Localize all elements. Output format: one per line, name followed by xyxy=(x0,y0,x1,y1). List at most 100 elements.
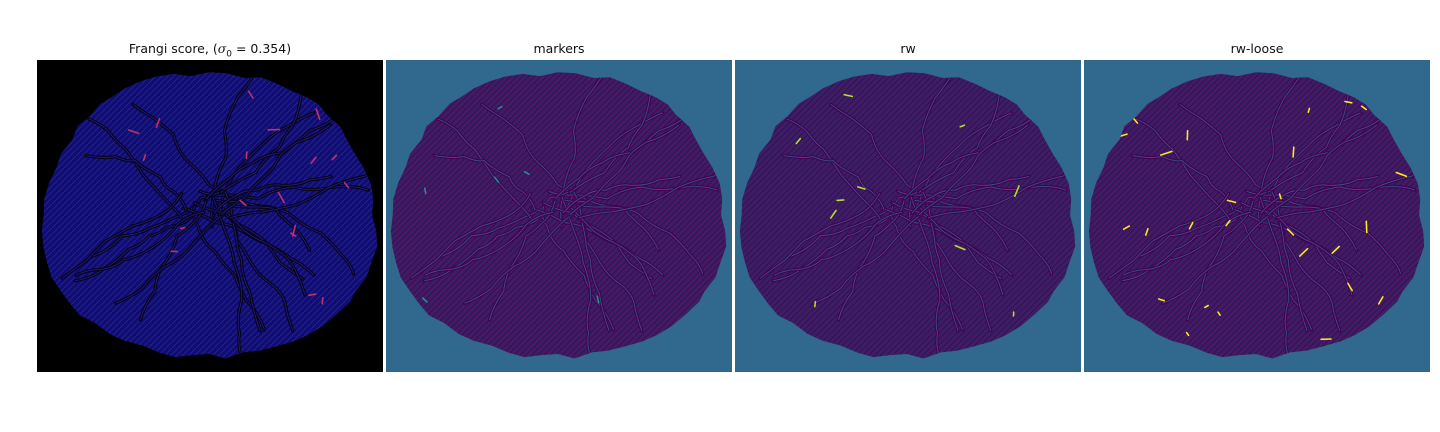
vessel-edge xyxy=(571,207,655,296)
highlight-segment xyxy=(959,124,966,128)
vessel-edge xyxy=(926,205,1053,275)
vessel-edge xyxy=(902,119,1031,201)
highlight-segment xyxy=(421,297,428,303)
vessel-edge xyxy=(228,205,355,275)
vessel-edge xyxy=(1251,119,1380,201)
highlight-segment xyxy=(843,93,854,98)
vessel-edge xyxy=(773,211,903,276)
highlight-segment xyxy=(1360,105,1368,111)
highlight-segment xyxy=(1013,185,1020,198)
highlight-segment xyxy=(857,186,866,190)
highlight-segment xyxy=(523,170,530,175)
vessel-edge xyxy=(553,119,682,201)
highlight-segment xyxy=(331,154,338,161)
rw-loose-image xyxy=(1084,60,1430,372)
highlight-segment xyxy=(596,295,600,304)
vessel-edge xyxy=(891,202,1002,280)
vessel-edge xyxy=(542,206,614,330)
vessel-edge xyxy=(813,213,923,304)
vessel-edge xyxy=(1108,193,1230,279)
vessel-edge xyxy=(1132,155,1234,211)
vessel-edge xyxy=(569,124,680,216)
vessel-edge xyxy=(577,205,704,275)
vessel-edge xyxy=(212,196,245,359)
vessel-network xyxy=(60,72,378,359)
vessel-edge xyxy=(542,202,653,280)
vessel-edge xyxy=(85,155,187,211)
highlight-segment xyxy=(1292,146,1295,158)
vessel-edge xyxy=(1275,205,1402,275)
vessel-edge xyxy=(897,186,1067,200)
vessel-edge xyxy=(132,103,238,200)
highlight-segment xyxy=(814,300,817,308)
highlight-segment xyxy=(1365,220,1368,234)
vessel-edge xyxy=(213,175,332,214)
vessel-edge xyxy=(789,190,922,258)
vessel-edge xyxy=(489,200,556,321)
vessel-edge xyxy=(1187,200,1254,321)
rw-canvas xyxy=(735,60,1081,372)
highlight-segment xyxy=(291,224,297,237)
vessel-edge xyxy=(115,213,225,304)
frangi-score-canvas xyxy=(37,60,383,372)
vessel-edge xyxy=(1240,202,1351,280)
vessel-edge xyxy=(193,202,304,280)
vessel-edge xyxy=(75,211,205,276)
highlight-segment xyxy=(1204,304,1209,309)
vessel-edge xyxy=(1269,207,1353,296)
highlight-segment xyxy=(239,199,247,207)
highlight-segment xyxy=(1185,331,1190,337)
vessel-edge xyxy=(222,207,306,296)
vessel-edge xyxy=(911,175,1030,214)
highlight-segment xyxy=(308,293,317,297)
vessel-edge xyxy=(193,206,265,330)
vessel-edge xyxy=(838,200,905,321)
panel-title-rw-loose: rw-loose xyxy=(1230,41,1284,56)
panel-title-frangi: Frangi score, (σ0 = 0.354) xyxy=(128,41,292,60)
markers-canvas xyxy=(386,60,732,372)
highlight-segment xyxy=(1377,296,1384,305)
vessel-edge xyxy=(561,196,594,359)
highlight-segment xyxy=(954,244,966,251)
highlight-segment xyxy=(1188,221,1194,230)
vessel-edge xyxy=(759,193,881,279)
vessel-network xyxy=(1107,72,1425,359)
highlight-segment xyxy=(1344,100,1353,104)
markers-image xyxy=(386,60,732,372)
vessel-edge xyxy=(410,193,532,279)
vessel-edge xyxy=(440,190,573,258)
vessel-edge xyxy=(199,186,369,200)
highlight-segment xyxy=(180,226,186,230)
vessel-network xyxy=(758,72,1076,359)
highlight-segment xyxy=(836,199,845,202)
highlight-segment xyxy=(423,187,427,195)
highlight-segment xyxy=(1217,311,1221,316)
vessel-edge xyxy=(1179,103,1285,200)
highlight-segment xyxy=(795,137,802,145)
highlight-segment xyxy=(315,108,321,121)
vessel-edge xyxy=(1240,206,1312,330)
highlight-segment xyxy=(277,191,286,204)
highlight-segment xyxy=(1122,225,1131,230)
highlight-segment xyxy=(1159,150,1173,156)
vessel-edge xyxy=(434,155,536,211)
highlight-segment xyxy=(1299,247,1309,257)
highlight-segment xyxy=(1225,219,1231,227)
vessel-edge xyxy=(783,155,885,211)
highlight-segment xyxy=(1347,282,1354,292)
frangi-score-image xyxy=(37,60,383,372)
vessel-edge xyxy=(140,200,207,321)
vessel-edge xyxy=(891,206,963,330)
vessel-edge xyxy=(220,124,331,216)
highlight-segment xyxy=(1307,107,1311,114)
highlight-segment xyxy=(343,182,350,189)
vessel-edge xyxy=(464,213,574,304)
panel-title-markers: markers xyxy=(533,41,585,56)
vessel-edge xyxy=(548,186,718,200)
rw-loose-canvas xyxy=(1084,60,1430,372)
highlight-segment xyxy=(830,209,837,219)
vessel-edge xyxy=(1138,190,1271,258)
vessel-edge xyxy=(562,175,681,214)
retina-region xyxy=(390,72,727,359)
vessel-edge xyxy=(920,207,1004,296)
